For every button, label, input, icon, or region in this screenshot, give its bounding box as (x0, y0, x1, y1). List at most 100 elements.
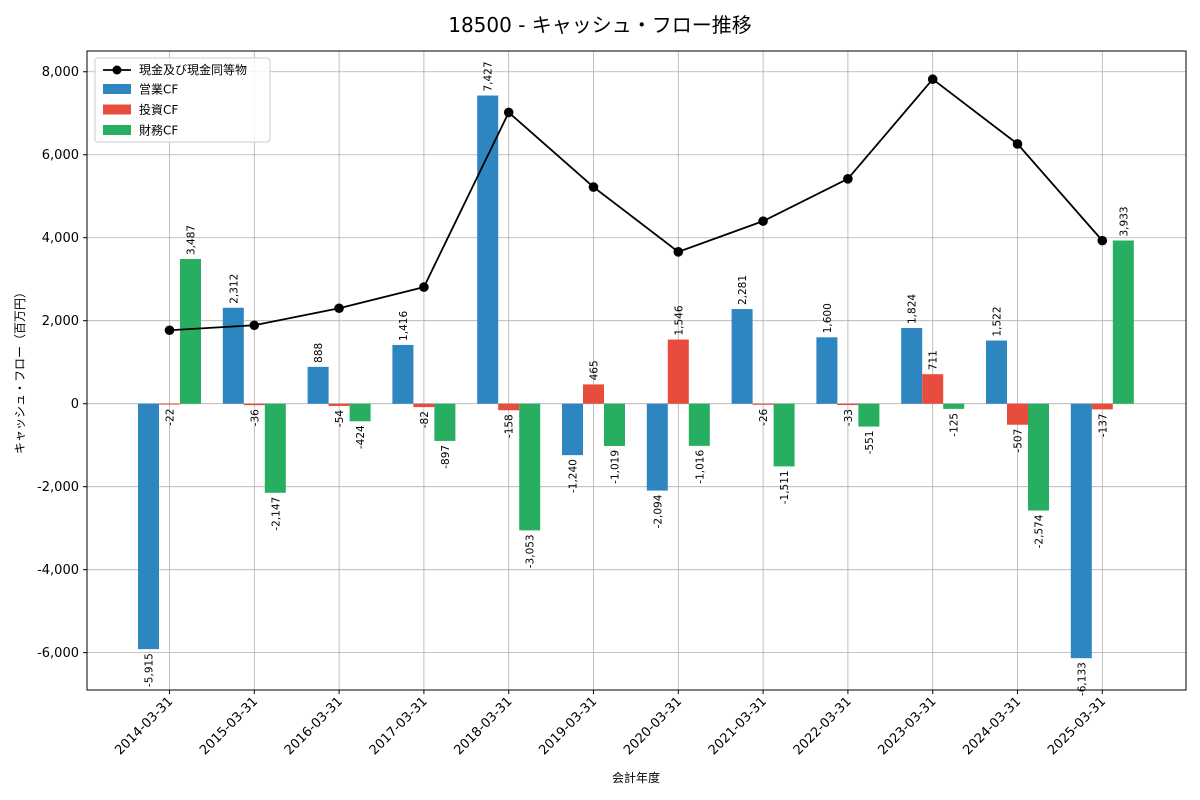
bar-data-label: -2,147 (270, 497, 282, 531)
bar-investing (1091, 403, 1113, 410)
y-tick-label: -2,000 (37, 480, 79, 495)
bar-investing (922, 374, 944, 404)
cash-equivalents-point (758, 216, 768, 226)
bar-investing (1007, 403, 1028, 425)
legend-label: 営業CF (139, 83, 178, 97)
bar-data-label: 711 (928, 350, 940, 370)
cash-equivalents-point (1012, 139, 1023, 149)
bar-financing (688, 403, 710, 446)
y-tick-label: 0 (71, 397, 79, 412)
bar-data-label: -2,094 (652, 494, 664, 528)
x-tick-label: 2017-03-31 (367, 694, 431, 758)
cash-equivalents-point (503, 107, 514, 118)
bar-data-label: -6,133 (1076, 662, 1088, 696)
bar-operating (477, 95, 499, 404)
grid-layer (87, 51, 1186, 690)
bar-financing (773, 403, 795, 467)
bar-operating (986, 340, 1007, 404)
bar-data-label: -158 (504, 414, 516, 438)
chart-title: 18500 - キャッシュ・フロー推移 (448, 13, 752, 37)
bar-data-label: -1,019 (610, 450, 622, 484)
x-tick-label: 2018-03-31 (451, 694, 515, 758)
bar-data-label: -5,915 (144, 653, 156, 687)
cash-equivalents-point (419, 282, 429, 292)
x-tick-label: 2020-03-31 (621, 694, 685, 758)
y-tick-label: 6,000 (42, 148, 79, 163)
bar-data-label: -424 (355, 425, 367, 449)
bar-data-label: -22 (165, 409, 177, 426)
legend-bar-swatch (103, 84, 131, 94)
x-tick-label: 2015-03-31 (197, 694, 261, 758)
legend-label: 現金及び現金同等物 (139, 62, 247, 77)
x-tick-label: 2021-03-31 (706, 694, 770, 758)
bar-operating (307, 366, 329, 404)
plot-frame (86, 50, 1187, 691)
bar-data-label: 7,427 (483, 61, 495, 91)
bar-data-label: -2,574 (1034, 514, 1046, 548)
bar-investing (159, 403, 180, 405)
bar-data-label: 2,312 (228, 274, 240, 304)
bar-operating (1070, 403, 1092, 659)
bar-investing (837, 403, 859, 406)
bar-data-label: 1,600 (822, 303, 834, 333)
bar-layer (138, 95, 1134, 659)
bar-operating (562, 403, 583, 456)
bar-data-label: -54 (334, 410, 346, 427)
bar-data-label: 3,933 (1118, 206, 1130, 236)
cash-equivalents-point (164, 325, 175, 336)
cash-equivalents-point (927, 74, 938, 85)
line-layer (164, 74, 1108, 336)
bar-financing (1112, 240, 1134, 404)
x-tick-label: 2016-03-31 (282, 694, 346, 758)
bar-data-label: -3,053 (525, 534, 537, 568)
cash-equivalents-point (249, 320, 260, 331)
bar-data-label: -82 (419, 411, 431, 428)
bar-operating (901, 328, 923, 404)
bar-investing (752, 403, 774, 405)
bar-operating (392, 344, 414, 404)
bar-data-label: 465 (589, 360, 601, 380)
bar-financing (519, 403, 541, 531)
bar-data-label: -137 (1097, 413, 1109, 437)
bar-data-label: -507 (1013, 429, 1025, 453)
bar-financing (180, 259, 201, 404)
legend-box (94, 57, 271, 143)
legend-label: 財務CF (139, 123, 178, 138)
bar-investing (413, 403, 435, 408)
legend-marker (112, 65, 122, 75)
y-axis-label: キャッシュ・フロー（百万円） (13, 286, 27, 454)
x-tick-label: 2025-03-31 (1045, 694, 1109, 758)
y-tick-label: 8,000 (42, 65, 79, 80)
bar-financing (604, 403, 625, 446)
bar-investing (243, 403, 265, 406)
cash-equivalents-point (588, 182, 599, 192)
bar-data-label: -33 (843, 409, 855, 426)
bar-financing (1028, 403, 1049, 511)
bar-financing (349, 403, 371, 422)
x-axis-label: 会計年度 (612, 770, 660, 785)
bar-financing (434, 403, 456, 441)
bar-data-label: 1,824 (907, 294, 919, 324)
bar-data-label: -36 (249, 409, 261, 426)
y-tick-label: -4,000 (37, 563, 79, 578)
cash-equivalents-line (169, 77, 1103, 332)
x-tick-label: 2019-03-31 (536, 694, 600, 758)
bar-data-label: 3,487 (186, 225, 198, 255)
bar-investing (667, 339, 689, 404)
bar-data-label: 1,546 (673, 305, 685, 335)
bar-data-label: -1,240 (568, 459, 580, 493)
cash-equivalents-point (673, 247, 684, 257)
y-tick-label: 4,000 (42, 231, 79, 246)
bar-financing (858, 403, 880, 427)
y-tick-label: -6,000 (37, 646, 79, 661)
bar-operating (731, 309, 753, 404)
bar-operating (222, 307, 244, 404)
y-tick-label: 2,000 (42, 314, 79, 329)
x-tick-label: 2023-03-31 (875, 694, 939, 758)
x-tick-label: 2014-03-31 (112, 694, 176, 758)
bar-financing (943, 403, 965, 409)
cash-equivalents-point (843, 174, 853, 184)
bar-data-label: 888 (313, 343, 325, 363)
x-tick-label: 2024-03-31 (960, 694, 1024, 758)
